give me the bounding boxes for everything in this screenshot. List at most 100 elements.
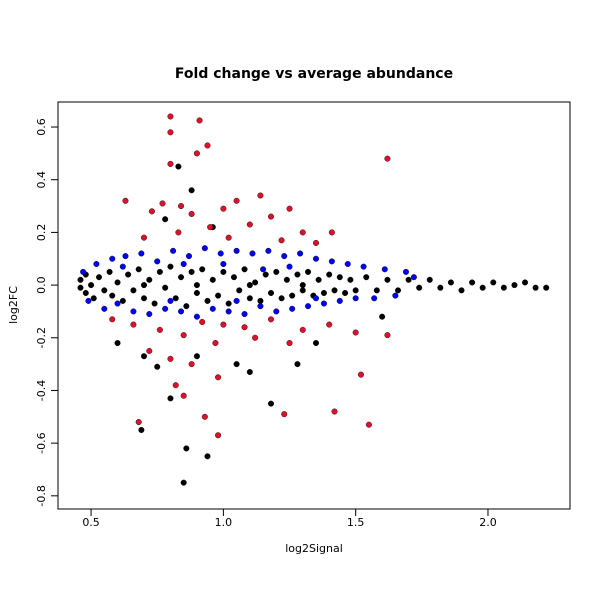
data-point	[273, 268, 280, 275]
data-point	[384, 155, 391, 162]
data-point	[130, 321, 137, 328]
data-point	[146, 276, 153, 283]
data-point	[278, 295, 285, 302]
data-point	[379, 313, 386, 320]
x-tick-label: 1.5	[347, 516, 365, 529]
data-point	[299, 229, 306, 236]
data-point	[114, 279, 121, 286]
y-tick-label: 0.0	[35, 276, 48, 294]
data-point	[180, 261, 187, 268]
data-point	[178, 308, 185, 315]
data-point	[93, 261, 100, 268]
data-point	[188, 187, 195, 194]
data-point	[109, 316, 116, 323]
data-point	[363, 274, 370, 281]
data-point	[167, 160, 174, 167]
data-point	[156, 268, 163, 275]
data-point	[183, 303, 190, 310]
data-point	[90, 295, 97, 302]
data-point	[167, 129, 174, 136]
data-point	[162, 284, 169, 291]
data-point	[77, 284, 84, 291]
data-point	[172, 382, 179, 389]
data-point	[135, 419, 142, 426]
data-point	[246, 295, 253, 302]
data-point	[328, 229, 335, 236]
data-point	[88, 282, 95, 289]
data-point	[260, 266, 267, 273]
data-point	[122, 197, 129, 204]
data-point	[114, 340, 121, 347]
data-point	[347, 276, 354, 283]
x-tick-label: 0.5	[82, 516, 100, 529]
data-point	[225, 300, 232, 307]
data-point	[162, 305, 169, 312]
data-point	[328, 258, 335, 265]
data-point	[320, 289, 327, 296]
data-point	[151, 300, 158, 307]
data-point	[188, 268, 195, 275]
data-point	[305, 268, 312, 275]
data-point	[252, 334, 259, 341]
data-point	[416, 284, 423, 291]
data-point	[101, 305, 108, 312]
data-point	[543, 284, 550, 291]
data-point	[109, 292, 116, 299]
data-point	[241, 266, 248, 273]
data-point	[220, 261, 227, 268]
data-point	[268, 316, 275, 323]
data-point	[479, 284, 486, 291]
data-point	[85, 297, 92, 304]
data-point	[312, 295, 319, 302]
x-tick-label: 2.0	[479, 516, 497, 529]
data-point	[289, 292, 296, 299]
data-point	[130, 287, 137, 294]
data-point	[188, 361, 195, 368]
data-point	[170, 247, 177, 254]
data-point	[125, 271, 132, 278]
data-point	[469, 279, 476, 286]
data-point	[80, 268, 87, 275]
x-tick-label: 1.0	[215, 516, 233, 529]
data-point	[148, 208, 155, 215]
data-point	[278, 237, 285, 244]
data-point	[193, 282, 200, 289]
data-point	[326, 321, 333, 328]
data-point	[212, 340, 219, 347]
x-axis-label: log2Signal	[285, 542, 343, 555]
data-point	[320, 300, 327, 307]
data-point	[365, 421, 372, 428]
y-tick-label: 0.2	[35, 224, 48, 242]
data-point	[167, 395, 174, 402]
data-point	[286, 205, 293, 212]
data-point	[183, 445, 190, 452]
data-point	[246, 369, 253, 376]
data-point	[220, 205, 227, 212]
data-point	[96, 274, 103, 281]
data-point	[294, 271, 301, 278]
data-point	[154, 363, 161, 370]
data-point	[384, 332, 391, 339]
data-point	[106, 268, 113, 275]
data-point	[246, 221, 253, 228]
data-point	[331, 287, 338, 294]
data-point	[532, 284, 539, 291]
data-point	[154, 258, 161, 265]
data-point	[331, 408, 338, 415]
data-point	[196, 117, 203, 124]
data-point	[180, 479, 187, 486]
data-point	[437, 284, 444, 291]
y-tick-label: 0.4	[35, 171, 48, 189]
data-point	[162, 216, 169, 223]
data-point	[220, 321, 227, 328]
data-point	[522, 279, 529, 286]
data-point	[204, 453, 211, 460]
data-point	[135, 266, 142, 273]
data-point	[405, 276, 412, 283]
data-point	[297, 250, 304, 257]
data-point	[180, 392, 187, 399]
data-point	[344, 261, 351, 268]
data-point	[122, 253, 129, 260]
data-point	[281, 253, 288, 260]
